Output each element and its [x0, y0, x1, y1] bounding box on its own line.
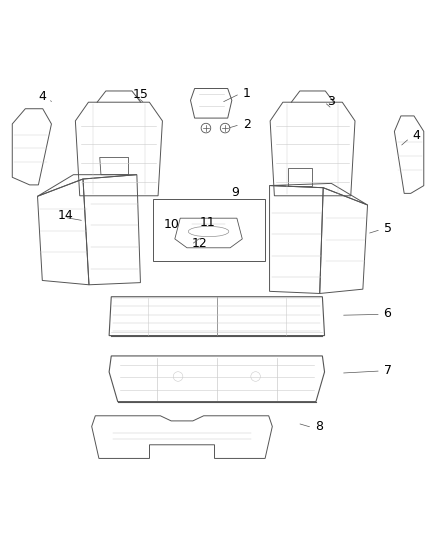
Text: 8: 8 — [315, 420, 323, 433]
Text: 15: 15 — [133, 88, 148, 101]
Text: 12: 12 — [191, 237, 207, 251]
Text: 6: 6 — [384, 307, 392, 320]
Text: 3: 3 — [327, 95, 335, 108]
Text: 2: 2 — [243, 118, 251, 131]
Text: 14: 14 — [58, 208, 74, 222]
Text: 5: 5 — [384, 222, 392, 235]
Bar — [153, 199, 265, 261]
Text: 1: 1 — [243, 87, 251, 100]
Text: 11: 11 — [199, 216, 215, 230]
Text: 4: 4 — [413, 130, 420, 142]
Text: 7: 7 — [384, 364, 392, 377]
Text: 10: 10 — [163, 218, 179, 231]
Text: 4: 4 — [39, 90, 46, 103]
Text: 9: 9 — [231, 186, 239, 199]
